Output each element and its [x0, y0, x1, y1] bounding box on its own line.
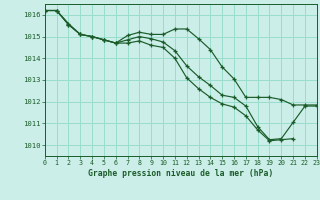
X-axis label: Graphe pression niveau de la mer (hPa): Graphe pression niveau de la mer (hPa) [88, 169, 273, 178]
